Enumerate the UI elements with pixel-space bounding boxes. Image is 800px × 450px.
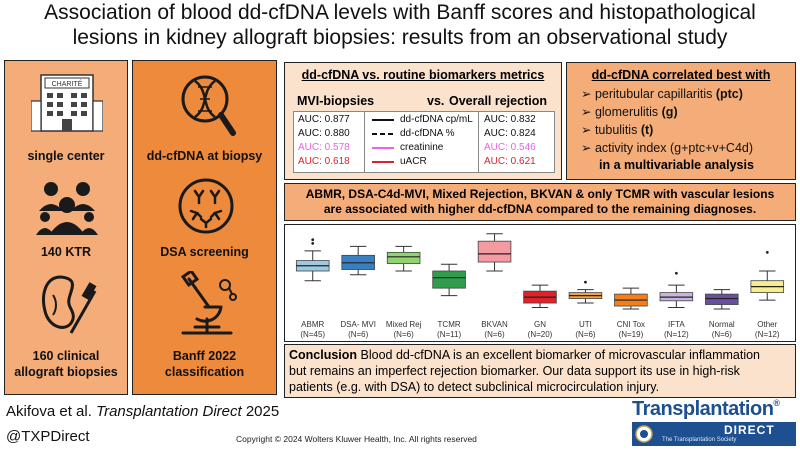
rej-auc-2: AUC: 0.546 (484, 142, 536, 153)
category-label: IFTA (668, 320, 685, 329)
antibody-screening-icon (178, 178, 234, 234)
rej-auc-3: AUC: 0.621 (484, 156, 536, 167)
category-count-label: (N=45) (300, 330, 325, 339)
people-group-icon (36, 182, 98, 235)
category-count-label: (N=12) (664, 330, 689, 339)
correlation-item-t: ➢ tubulitis (t) (581, 123, 654, 137)
correlation-item-g: ➢ glomerulitis (g) (581, 105, 678, 119)
outlier-point (765, 250, 769, 254)
page-title: Association of blood dd-cfDNA levels wit… (0, 0, 800, 50)
conclusion-label: Conclusion (289, 348, 358, 362)
correlation-item-ptc: ➢ peritubular capillaritis (ptc) (581, 87, 743, 101)
category-label: DSA- MVI (340, 320, 376, 329)
single-center-label: single center (27, 149, 105, 163)
kidney-biopsy-icon (42, 275, 97, 334)
rej-auc-1: AUC: 0.824 (484, 128, 536, 139)
category-label: Other (757, 320, 777, 329)
twitter-handle[interactable]: @TXPDirect (6, 428, 90, 445)
category-label: CNI Tox (617, 320, 645, 329)
journal-tagline: The Transplantation Society (662, 437, 737, 443)
category-count-label: (N=12) (755, 330, 780, 339)
category-label: ABMR (301, 320, 324, 329)
title-line-2: lesions in kidney allograft biopsies: re… (72, 26, 728, 49)
category-label: GN (534, 320, 546, 329)
box-mixed-rej (386, 251, 421, 264)
mvi-auc-3: AUC: 0.618 (298, 156, 350, 167)
table-divider (478, 112, 479, 172)
correlation-title: dd-cfDNA correlated best with (591, 68, 771, 82)
correlation-panel: dd-cfDNA correlated best with ➢ peritubu… (566, 62, 796, 180)
citation: Akifova et al. Transplantation Direct 20… (6, 403, 280, 420)
category-label: BKVAN (481, 320, 508, 329)
conclusion-line-3: patients (e.g. with DSA) to detect subcl… (289, 380, 660, 394)
mvi-header: MVI-biopsies (297, 94, 375, 108)
rejection-header: Overall rejection (449, 94, 547, 108)
outlier-point (584, 280, 587, 284)
title-line-1: Association of blood dd-cfDNA levels wit… (44, 1, 756, 24)
legend-label-percent: dd-cfDNA % (400, 128, 455, 139)
category-count-label: (N=6) (348, 330, 369, 339)
ktr-count-label: 140 KTR (40, 245, 92, 259)
diagnoses-line-2: are associated with higher dd-cfDNA comp… (323, 202, 757, 216)
legend-swatches (372, 119, 394, 163)
rej-auc-0: AUC: 0.832 (484, 114, 536, 125)
banff-label-line-2: classification (164, 365, 245, 379)
journal-logo-band: DIRECT The Transplantation Society (632, 422, 796, 446)
mvi-auc-2: AUC: 0.578 (298, 142, 350, 153)
mvi-auc-column (294, 112, 365, 172)
category-count-label: (N=6) (394, 330, 415, 339)
legend-label-creatinine: creatinine (400, 142, 444, 153)
outlier-point (674, 271, 678, 275)
boxplot-chart: ABMR(N=45)DSA- MVI(N=6)Mixed Rej(N=6)TCM… (295, 233, 785, 339)
microscope-icon (180, 271, 237, 335)
category-label: Mixed Rej (386, 320, 422, 329)
biopsies-count-line-1: 160 clinical (32, 349, 100, 363)
copyright: Copyright © 2024 Wolters Kluwer Health, … (236, 434, 477, 444)
journal-direct-label: DIRECT (724, 423, 775, 437)
legend-label-cpml: dd-cfDNA cp/mL (400, 114, 473, 125)
category-count-label: (N=20) (528, 330, 553, 339)
dsa-screening-label: DSA screening (160, 245, 249, 259)
study-population-panel: CHARITÉ single center 140 KTR 160 clinic… (4, 60, 128, 395)
metrics-title: dd-cfDNA vs. routine biomarkers metrics (301, 68, 545, 82)
charite-logo-text: CHARITÉ (52, 79, 83, 88)
banff-label-line-1: Banff 2022 (172, 349, 237, 363)
biopsies-count-line-2: allograft biopsies (14, 365, 118, 379)
boxplot-panel: ABMR (N=45) DSA- MVI (N=6) Mixed Rej (N=6) TCM… (284, 224, 796, 342)
conclusion-line-1: Conclusion Blood dd-cfDNA is an excellen… (289, 348, 761, 362)
diagnoses-line-1: ABMR, DSA-C4d-MVI, Mixed Rejection, BKVA… (305, 187, 775, 201)
journal-logo-text: Transplantation® (632, 398, 780, 420)
conclusion-line-2: but remains an imperfect rejection bioma… (289, 364, 740, 378)
category-count-label: (N=19) (619, 330, 644, 339)
category-count-label: (N=6) (712, 330, 733, 339)
mvi-auc-1: AUC: 0.880 (298, 128, 350, 139)
outlier-point (311, 242, 315, 245)
box-tcmr (432, 270, 466, 289)
metrics-panel: dd-cfDNA vs. routine biomarkers metrics … (284, 62, 562, 180)
category-count-label: (N=6) (484, 330, 505, 339)
diagnoses-panel: ABMR, DSA-C4d-MVI, Mixed Rejection, BKVA… (284, 183, 796, 221)
category-count-label: (N=11) (437, 330, 461, 339)
box-bkvan (477, 240, 512, 263)
mvi-auc-0: AUC: 0.877 (298, 114, 350, 125)
journal-logo: Transplantation® DIRECT The Transplantat… (632, 398, 796, 448)
legend-label-uacr: uACR (400, 156, 427, 167)
society-seal-icon (635, 425, 653, 443)
dna-magnifier-icon (181, 75, 236, 136)
correlation-footer: in a multivariable analysis (599, 158, 754, 172)
category-label: TCMR (438, 320, 461, 329)
conclusion-panel: Conclusion Blood dd-cfDNA is an excellen… (284, 344, 796, 398)
outlier-point (311, 238, 315, 242)
hospital-building-icon: CHARITÉ (31, 74, 103, 132)
auc-table: AUC: 0.877 AUC: 0.880 AUC: 0.578 AUC: 0.… (293, 111, 555, 173)
box-normal (705, 293, 739, 305)
category-label: Normal (709, 320, 735, 329)
methods-panel: dd-cfDNA at biopsy DSA screening Banff 2… (132, 60, 277, 395)
correlation-item-activity: ➢ activity index (g+ptc+v+C4d) (581, 141, 754, 155)
category-count-label: (N=6) (575, 330, 596, 339)
vs-label: vs. (427, 94, 445, 108)
category-label: UTI (579, 320, 592, 329)
dd-cfdna-label: dd-cfDNA at biopsy (146, 149, 263, 163)
